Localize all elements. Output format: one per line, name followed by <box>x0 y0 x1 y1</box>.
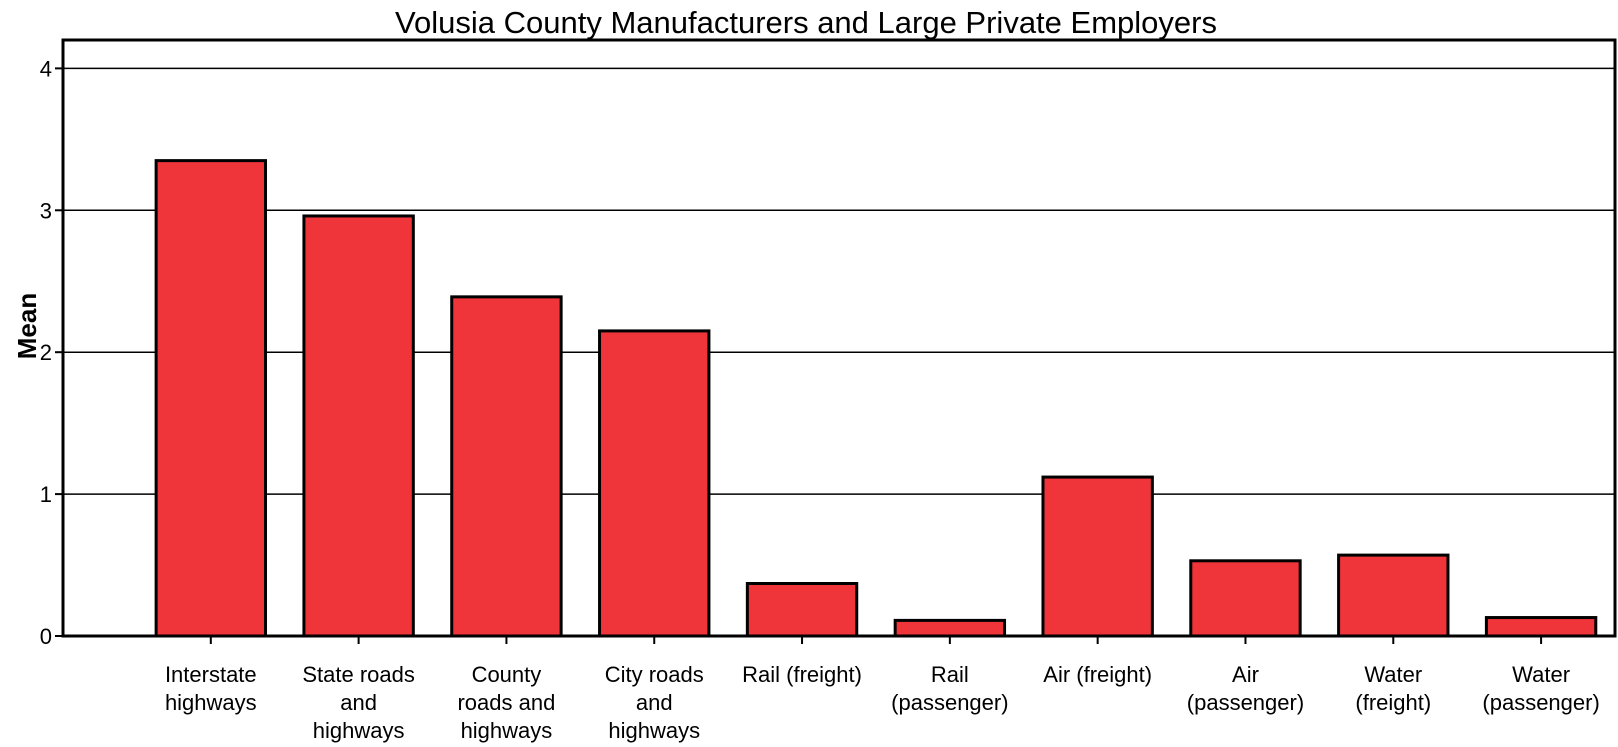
y-axis-title: Mean <box>12 293 42 359</box>
bars <box>154 159 1598 638</box>
x-tick-label: City roads and highways <box>605 662 704 743</box>
bar <box>1484 616 1598 638</box>
x-tick-label: Rail (freight) <box>742 662 862 687</box>
x-tick-label: Water (freight) <box>1355 662 1431 715</box>
bar <box>1189 559 1302 638</box>
bar <box>302 214 415 638</box>
y-tick-label: 3 <box>40 198 52 223</box>
plot-frame <box>61 38 1617 638</box>
x-tick-label: County roads and highways <box>457 662 555 743</box>
bar <box>893 618 1007 638</box>
gridlines <box>63 67 1615 495</box>
bar <box>154 159 267 638</box>
x-tick-label: Rail (passenger) <box>891 662 1008 715</box>
y-tick-label: 4 <box>40 56 52 81</box>
y-axis-label: Mean <box>12 293 42 359</box>
y-tick-label: 1 <box>40 482 52 507</box>
x-axis: Interstate highways State roads and highways… <box>165 636 1600 743</box>
bar <box>745 581 859 638</box>
y-tick-label: 0 <box>40 624 52 649</box>
x-tick-label: Water (passenger) <box>1482 662 1599 715</box>
chart-title: Volusia County Manufacturers and Large P… <box>395 5 1217 40</box>
x-tick-label: Air (freight) <box>1043 662 1152 687</box>
y-axis: 0 1 2 3 4 <box>40 56 63 649</box>
bar <box>1337 553 1450 638</box>
y-tick-label: 2 <box>40 340 52 365</box>
bar <box>450 295 563 638</box>
x-tick-label: Air (passenger) <box>1187 662 1304 715</box>
x-tick-label: State roads and highways <box>302 662 415 743</box>
x-tick-label: Interstate highways <box>165 662 257 715</box>
bar <box>1041 475 1154 638</box>
bar <box>598 329 711 638</box>
